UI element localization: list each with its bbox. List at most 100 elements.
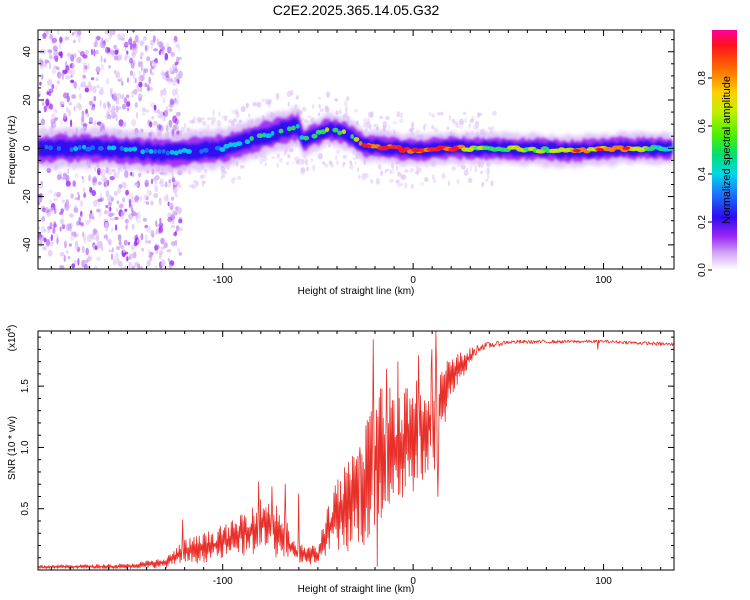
noise-speckle xyxy=(154,193,157,199)
noise-speckle xyxy=(126,50,129,55)
noise-speckle xyxy=(93,48,96,57)
snr-series-line xyxy=(38,331,674,570)
noise-speckle xyxy=(417,167,422,173)
noise-speckle xyxy=(94,245,98,251)
noise-speckle xyxy=(155,220,158,228)
noise-speckle xyxy=(206,124,210,129)
noise-speckle xyxy=(91,236,97,240)
ridge-blob xyxy=(78,145,82,150)
noise-speckle xyxy=(432,174,435,180)
noise-speckle xyxy=(183,122,187,129)
noise-speckle xyxy=(391,162,394,169)
noise-speckle xyxy=(134,261,138,267)
noise-speckle xyxy=(93,265,98,269)
noise-speckle xyxy=(342,154,347,159)
noise-speckle xyxy=(59,251,65,257)
noise-speckle xyxy=(468,123,472,129)
noise-speckle xyxy=(60,208,64,214)
noise-speckle xyxy=(267,103,271,109)
ridge-blob xyxy=(119,146,125,151)
noise-speckle xyxy=(154,265,158,269)
noise-speckle xyxy=(81,245,85,254)
noise-speckle xyxy=(62,172,68,177)
noise-speckle xyxy=(115,105,119,113)
noise-speckle xyxy=(252,101,257,107)
noise-speckle xyxy=(173,231,177,237)
noise-speckle xyxy=(58,171,63,179)
noise-speckle xyxy=(399,182,404,187)
noise-speckle xyxy=(124,208,128,212)
noise-speckle xyxy=(176,124,180,132)
noise-speckle xyxy=(74,197,80,201)
noise-speckle xyxy=(392,168,395,175)
noise-speckle xyxy=(276,153,280,159)
noise-speckle xyxy=(99,40,104,49)
noise-speckle xyxy=(113,171,117,180)
noise-speckle xyxy=(131,119,137,127)
noise-speckle xyxy=(174,100,179,106)
noise-speckle xyxy=(326,106,330,113)
noise-speckle xyxy=(143,68,149,74)
noise-speckle xyxy=(95,66,101,74)
noise-speckle xyxy=(166,249,172,253)
noise-speckle xyxy=(110,49,115,56)
noise-speckle xyxy=(139,41,145,45)
noise-speckle xyxy=(113,55,119,61)
noise-speckle xyxy=(168,103,174,108)
ridge-blob xyxy=(165,150,170,156)
noise-speckle xyxy=(51,37,58,44)
noise-speckle xyxy=(95,49,99,55)
noise-speckle xyxy=(112,49,116,56)
noise-speckle xyxy=(112,258,117,266)
noise-speckle xyxy=(385,168,390,172)
noise-speckle xyxy=(123,239,128,246)
noise-speckle xyxy=(84,219,90,226)
noise-speckle xyxy=(131,265,135,269)
noise-speckle xyxy=(54,233,59,237)
noise-speckle xyxy=(162,87,167,96)
ridge-peak xyxy=(382,146,391,150)
noise-speckle xyxy=(47,229,51,234)
noise-speckle xyxy=(163,59,167,65)
noise-speckle xyxy=(128,38,133,45)
noise-speckle xyxy=(144,44,150,50)
noise-speckle xyxy=(100,87,104,92)
colorbar-tick-label: 0.8 xyxy=(697,71,708,85)
noise-speckle xyxy=(42,246,47,251)
noise-speckle xyxy=(114,252,119,259)
ridge-blob xyxy=(341,129,347,135)
noise-speckle xyxy=(448,180,450,187)
noise-speckle xyxy=(409,167,415,173)
noise-speckle xyxy=(41,73,44,80)
noise-speckle xyxy=(49,222,53,230)
noise-speckle xyxy=(87,255,92,260)
noise-speckle xyxy=(134,34,139,43)
noise-speckle xyxy=(72,180,76,187)
noise-speckle xyxy=(83,237,87,244)
noise-speckle xyxy=(345,106,348,113)
noise-speckle xyxy=(117,234,122,242)
noise-speckle xyxy=(415,165,419,172)
noise-speckle xyxy=(132,40,137,49)
noise-speckle xyxy=(159,217,162,224)
noise-speckle xyxy=(131,196,137,204)
noise-speckle xyxy=(61,224,66,230)
noise-speckle xyxy=(82,74,87,79)
noise-speckle xyxy=(194,180,198,184)
noise-speckle xyxy=(94,167,97,172)
noise-speckle xyxy=(134,102,138,108)
noise-speckle xyxy=(128,199,132,207)
noise-speckle xyxy=(122,122,125,128)
ridge-blob xyxy=(69,147,74,153)
noise-speckle xyxy=(96,167,101,176)
noise-speckle xyxy=(295,160,300,165)
noise-speckle xyxy=(306,166,309,172)
noise-speckle xyxy=(59,226,62,232)
noise-speckle xyxy=(131,172,135,178)
noise-speckle xyxy=(233,118,237,123)
noise-speckle xyxy=(82,54,88,59)
noise-speckle xyxy=(121,181,127,189)
noise-speckle xyxy=(475,125,479,131)
noise-speckle xyxy=(105,204,109,209)
noise-speckle xyxy=(200,174,204,180)
